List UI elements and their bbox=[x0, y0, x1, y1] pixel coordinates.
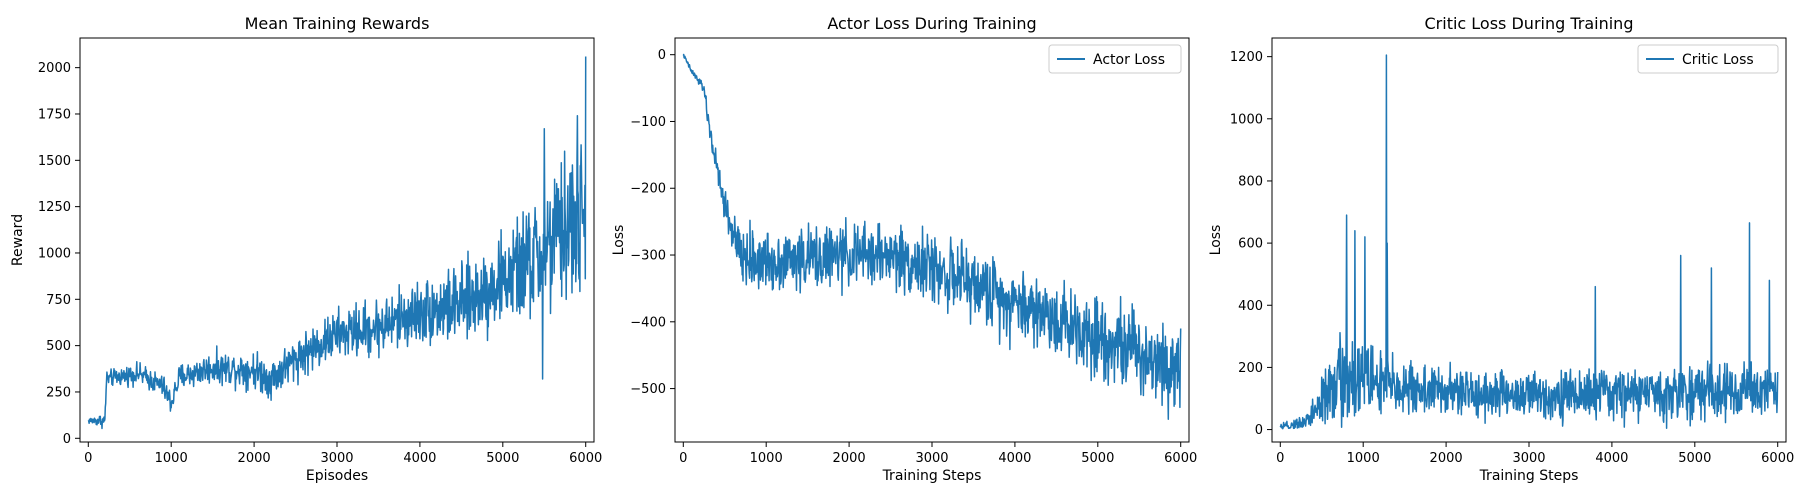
critic-loss-chart-panel: 0 1000 2000 3000 4000 5000 6000 0 200 400 600 800 10… bbox=[1208, 14, 1794, 484]
y-tick-label: 1500 bbox=[38, 154, 71, 169]
x-tick-label: 4000 bbox=[403, 451, 436, 466]
y-tick-label: −100 bbox=[630, 115, 666, 130]
x-tick-label: 5000 bbox=[1678, 451, 1711, 466]
x-tick-label: 4000 bbox=[998, 451, 1031, 466]
x-tick-label: 3000 bbox=[915, 451, 948, 466]
y-tick-label: −200 bbox=[630, 182, 666, 197]
legend-label: Critic Loss bbox=[1682, 52, 1754, 68]
y-tick-label: −300 bbox=[630, 249, 666, 264]
x-tick-label: 3000 bbox=[1512, 451, 1545, 466]
x-tick-label: 0 bbox=[679, 451, 687, 466]
y-tick-label: 800 bbox=[1238, 174, 1263, 189]
y-tick-label: 1000 bbox=[38, 246, 71, 261]
y-tick-label: 1750 bbox=[38, 107, 71, 122]
y-tick-label: −400 bbox=[630, 315, 666, 330]
reward-chart-panel: 0 1000 2000 3000 4000 5000 6000 0 250 500 750 1000 1… bbox=[10, 14, 602, 484]
y-tick-label: 600 bbox=[1238, 237, 1263, 252]
y-tick-label: 400 bbox=[1238, 299, 1263, 314]
chart-title: Mean Training Rewards bbox=[245, 14, 430, 33]
series-line bbox=[1279, 54, 1779, 430]
chart-title: Critic Loss During Training bbox=[1425, 14, 1634, 33]
chart-title: Actor Loss During Training bbox=[827, 14, 1036, 33]
x-tick-label: 6000 bbox=[569, 451, 602, 466]
x-tick-label: 6000 bbox=[1164, 451, 1197, 466]
y-axis-label: Loss bbox=[1208, 225, 1224, 256]
legend-label: Actor Loss bbox=[1093, 52, 1165, 68]
y-tick-label: 1000 bbox=[1230, 112, 1263, 127]
x-tick-label: 5000 bbox=[1081, 451, 1114, 466]
legend: Critic Loss bbox=[1637, 44, 1779, 74]
x-tick-label: 2000 bbox=[238, 451, 271, 466]
y-tick-label: 200 bbox=[1238, 361, 1263, 376]
x-tick-label: 0 bbox=[84, 451, 92, 466]
y-tick-label: 1200 bbox=[1230, 50, 1263, 65]
series-line bbox=[87, 56, 587, 430]
x-tick-label: 5000 bbox=[486, 451, 519, 466]
x-tick-label: 2000 bbox=[1430, 451, 1463, 466]
legend: Actor Loss bbox=[1048, 44, 1182, 74]
y-tick-label: 0 bbox=[63, 432, 71, 447]
y-tick-label: 750 bbox=[46, 293, 71, 308]
y-tick-label: 500 bbox=[46, 339, 71, 354]
series-line bbox=[682, 53, 1182, 420]
x-tick-label: 6000 bbox=[1761, 451, 1794, 466]
x-axis-label: Training Steps bbox=[882, 468, 982, 484]
x-tick-label: 0 bbox=[1276, 451, 1284, 466]
y-tick-label: 250 bbox=[46, 385, 71, 400]
y-tick-label: 2000 bbox=[38, 61, 71, 76]
x-tick-label: 1000 bbox=[155, 451, 188, 466]
x-tick-label: 2000 bbox=[833, 451, 866, 466]
actor-loss-chart-panel: 0 1000 2000 3000 4000 5000 6000 0 −100 −200 −300 −4… bbox=[611, 14, 1197, 484]
x-axis-label: Training Steps bbox=[1479, 468, 1579, 484]
y-tick-label: 1250 bbox=[38, 200, 71, 215]
y-axis-label: Reward bbox=[10, 214, 26, 266]
x-tick-label: 3000 bbox=[320, 451, 353, 466]
x-tick-label: 4000 bbox=[1595, 451, 1628, 466]
y-axis-label: Loss bbox=[611, 225, 627, 256]
x-axis-label: Episodes bbox=[306, 468, 368, 484]
y-tick-label: 0 bbox=[658, 48, 666, 63]
y-tick-label: 0 bbox=[1255, 423, 1263, 438]
x-tick-label: 1000 bbox=[750, 451, 783, 466]
y-tick-label: −500 bbox=[630, 382, 666, 397]
x-tick-label: 1000 bbox=[1347, 451, 1380, 466]
